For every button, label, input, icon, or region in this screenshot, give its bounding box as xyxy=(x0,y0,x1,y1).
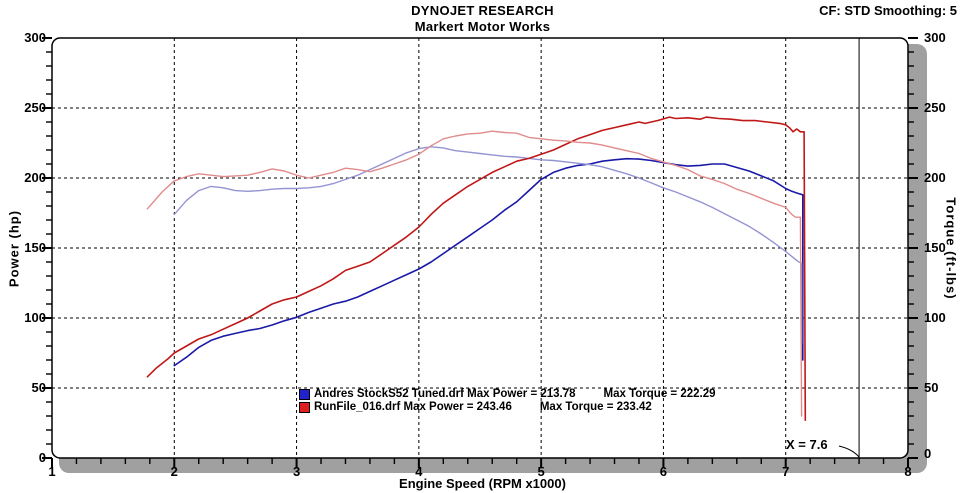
legend-entry-run2: RunFile_016.drf Max Power = 243.46 Max T… xyxy=(299,401,652,413)
legend-entry-run1: Andres StockS52 Tuned.drf Max Power = 21… xyxy=(299,388,716,400)
correction-smoothing-readout: CF: STD Smoothing: 5 xyxy=(819,3,957,18)
y-tick-label-right: 200 xyxy=(924,170,946,185)
y-tick-label-left: 0 xyxy=(38,450,46,465)
cursor-label-pointer xyxy=(838,445,860,458)
y-tick-label-left: 300 xyxy=(24,30,46,45)
legend-max-power: Max Power = 243.46 xyxy=(403,401,512,413)
x-tick-label: 1 xyxy=(48,464,56,479)
x-tick-label: 4 xyxy=(415,464,423,479)
y-tick-label-left: 50 xyxy=(31,380,46,395)
x-tick-label: 6 xyxy=(659,464,668,479)
y-tick-label-right: 250 xyxy=(924,100,946,115)
legend-max-torque: Max Torque = 222.29 xyxy=(603,388,716,400)
page-subtitle: Markert Motor Works xyxy=(414,19,551,34)
page-title: DYNOJET RESEARCH xyxy=(411,3,554,18)
x-tick-label: 5 xyxy=(537,464,545,479)
x-tick-label: 3 xyxy=(292,464,301,479)
y-tick-label-right: 50 xyxy=(924,380,939,395)
legend-swatch-red xyxy=(299,401,310,413)
y-tick-label-right: 100 xyxy=(924,310,946,325)
legend-file-name: Andres StockS52 Tuned.drf xyxy=(314,388,464,400)
legend-file-name: RunFile_016.drf xyxy=(314,401,401,413)
y-tick-label-right: 300 xyxy=(924,30,946,45)
x-tick-label: 7 xyxy=(782,464,790,479)
dyno-curve-runfile-016-drf-torque-ft-lbs- xyxy=(146,130,803,417)
legend-max-power: Max Power = 213.78 xyxy=(467,388,576,400)
dyno-curve-andres-stocks52-tuned-drf-torque-ft-lbs- xyxy=(173,146,803,344)
cursor-position-label: X = 7.6 xyxy=(786,437,828,452)
legend-swatch-blue xyxy=(299,388,310,400)
x-tick-label: 2 xyxy=(170,464,178,479)
x-tick-label: 8 xyxy=(904,464,912,479)
y-tick-label-left: 100 xyxy=(24,310,46,325)
y-tick-label-left: 150 xyxy=(24,240,46,255)
y-tick-label-left: 200 xyxy=(24,170,46,185)
x-axis-label: Engine Speed (RPM x1000) xyxy=(399,476,566,491)
y-tick-label-right: 0 xyxy=(924,446,932,461)
legend-max-torque: Max Torque = 233.42 xyxy=(539,401,652,413)
dyno-curve-andres-stocks52-tuned-drf-power-hp- xyxy=(173,157,804,367)
y-tick-label-left: 250 xyxy=(24,100,46,115)
dyno-curve-runfile-016-drf-power-hp- xyxy=(146,116,807,422)
y-tick-label-right: 150 xyxy=(924,240,946,255)
